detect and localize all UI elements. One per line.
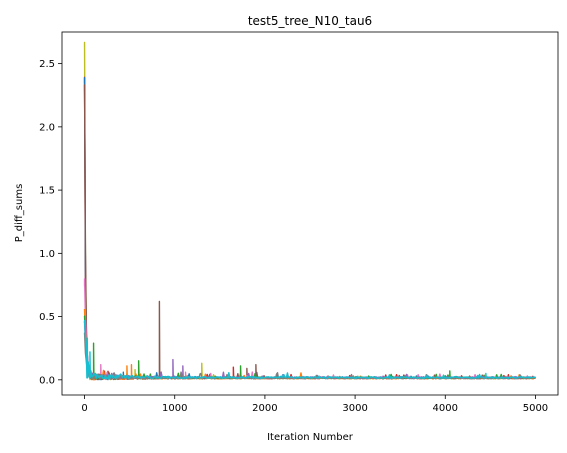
series-line: [83, 308, 536, 381]
y-tick-label: 1.0: [39, 249, 55, 260]
x-axis-label: Iteration Number: [267, 432, 354, 443]
series-line: [83, 77, 536, 381]
x-tick-label: 5000: [523, 403, 548, 414]
x-tick-label: 4000: [433, 403, 458, 414]
y-tick-label: 0.0: [39, 375, 55, 386]
y-axis: 0.0 0.5 1.0 1.5 2.0 2.5: [39, 59, 62, 386]
series-line: [83, 278, 536, 381]
series-line: [83, 84, 536, 381]
y-tick-label: 2.5: [39, 59, 55, 70]
series-line: [83, 315, 536, 380]
x-tick-label: 1000: [162, 403, 187, 414]
plot-frame: [61, 31, 559, 396]
series-line: [83, 319, 536, 380]
y-tick-label: 0.5: [39, 312, 55, 323]
series-line: [83, 332, 536, 381]
x-tick-label: 3000: [342, 403, 367, 414]
y-tick-label: 1.5: [39, 186, 55, 197]
y-tick-label: 2.0: [39, 122, 55, 133]
x-axis: 0 1000 2000 3000 4000 5000: [81, 395, 548, 414]
series-line: [83, 76, 536, 381]
series-layer: [83, 41, 536, 381]
x-tick-label: 2000: [252, 403, 277, 414]
y-axis-label: P_diff_sums: [14, 184, 25, 243]
x-tick-label: 0: [81, 403, 87, 414]
series-line: [83, 41, 536, 381]
chart-title: test5_tree_N10_tau6: [248, 14, 372, 28]
series-line: [83, 320, 536, 380]
